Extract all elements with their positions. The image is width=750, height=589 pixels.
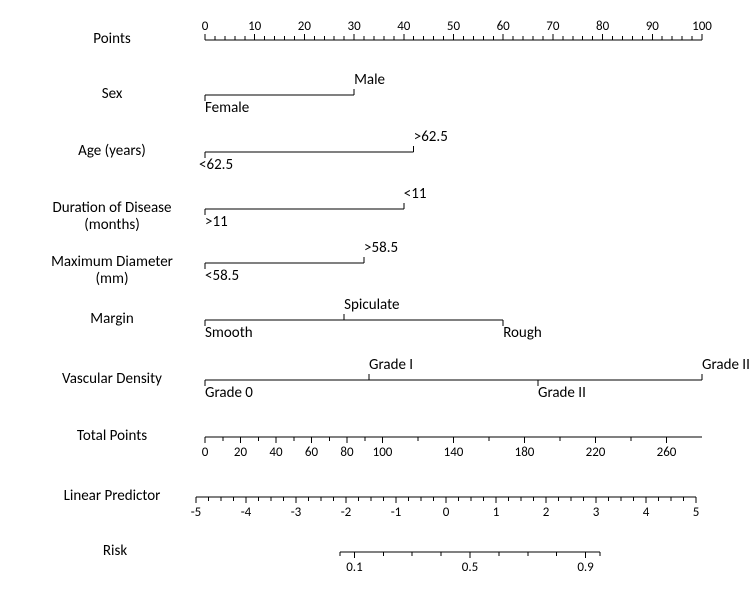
svg-text:2: 2	[543, 505, 550, 520]
svg-text:50: 50	[447, 19, 461, 34]
svg-text:-1: -1	[391, 505, 402, 520]
svg-text:180: 180	[515, 445, 535, 460]
svg-text:60: 60	[497, 19, 511, 34]
svg-text:220: 220	[586, 445, 606, 460]
svg-text:-3: -3	[291, 505, 302, 520]
svg-text:3: 3	[593, 505, 600, 520]
duration-cat-0: >11	[205, 215, 228, 230]
svg-text:0.5: 0.5	[462, 560, 478, 575]
linear-label: Linear Predictor	[17, 488, 207, 505]
total-label: Total Points	[17, 428, 207, 445]
vascular-label: Vascular Density	[17, 371, 207, 388]
svg-text:1: 1	[493, 505, 500, 520]
svg-text:0: 0	[202, 445, 209, 460]
svg-text:-4: -4	[241, 505, 252, 520]
margin-cat-1: Spiculate	[344, 298, 399, 313]
svg-text:20: 20	[298, 19, 312, 34]
svg-text:-2: -2	[341, 505, 352, 520]
svg-text:0.9: 0.9	[577, 560, 594, 575]
svg-text:80: 80	[340, 445, 354, 460]
svg-text:40: 40	[397, 19, 411, 34]
svg-text:260: 260	[657, 445, 677, 460]
svg-text:60: 60	[305, 445, 319, 460]
svg-text:20: 20	[234, 445, 248, 460]
maxdiam-cat-1: >58.5	[364, 241, 398, 256]
svg-text:80: 80	[596, 19, 610, 34]
age-label: Age (years)	[17, 143, 207, 160]
vascular-cat-0: Grade 0	[205, 386, 253, 401]
svg-text:30: 30	[348, 19, 362, 34]
maxdiam-cat-0: <58.5	[205, 269, 239, 284]
sex-cat-0: Female	[205, 101, 249, 116]
vascular-cat-3: Grade III	[702, 358, 750, 373]
vascular-cat-2: Grade II	[538, 386, 586, 401]
svg-text:70: 70	[546, 19, 560, 34]
svg-text:0: 0	[443, 505, 450, 520]
vascular-cat-1: Grade I	[369, 358, 413, 373]
svg-text:5: 5	[693, 505, 700, 520]
svg-text:-5: -5	[191, 505, 202, 520]
svg-text:40: 40	[269, 445, 283, 460]
svg-text:100: 100	[692, 19, 712, 34]
svg-text:90: 90	[646, 19, 660, 34]
margin-cat-2: Rough	[503, 326, 542, 341]
svg-text:10: 10	[248, 19, 262, 34]
duration-cat-1: <11	[404, 187, 427, 202]
svg-text:0.1: 0.1	[346, 560, 362, 575]
svg-text:100: 100	[373, 445, 393, 460]
sex-label: Sex	[17, 86, 207, 103]
nomogram-chart: { "meta": { "type": "nomogram", "backgro…	[0, 0, 750, 589]
maxdiam-label: Maximum Diameter(mm)	[17, 254, 207, 287]
age-cat-0: <62.5	[199, 158, 233, 173]
svg-text:140: 140	[444, 445, 464, 460]
age-cat-1: >62.5	[414, 130, 448, 145]
margin-cat-0: Smooth	[205, 326, 253, 341]
points-label: Points	[17, 31, 207, 48]
margin-label: Margin	[17, 311, 207, 328]
risk-label: Risk	[20, 543, 210, 560]
sex-cat-1: Male	[354, 73, 385, 88]
duration-label: Duration of Disease(months)	[17, 200, 207, 233]
svg-text:4: 4	[643, 505, 650, 520]
